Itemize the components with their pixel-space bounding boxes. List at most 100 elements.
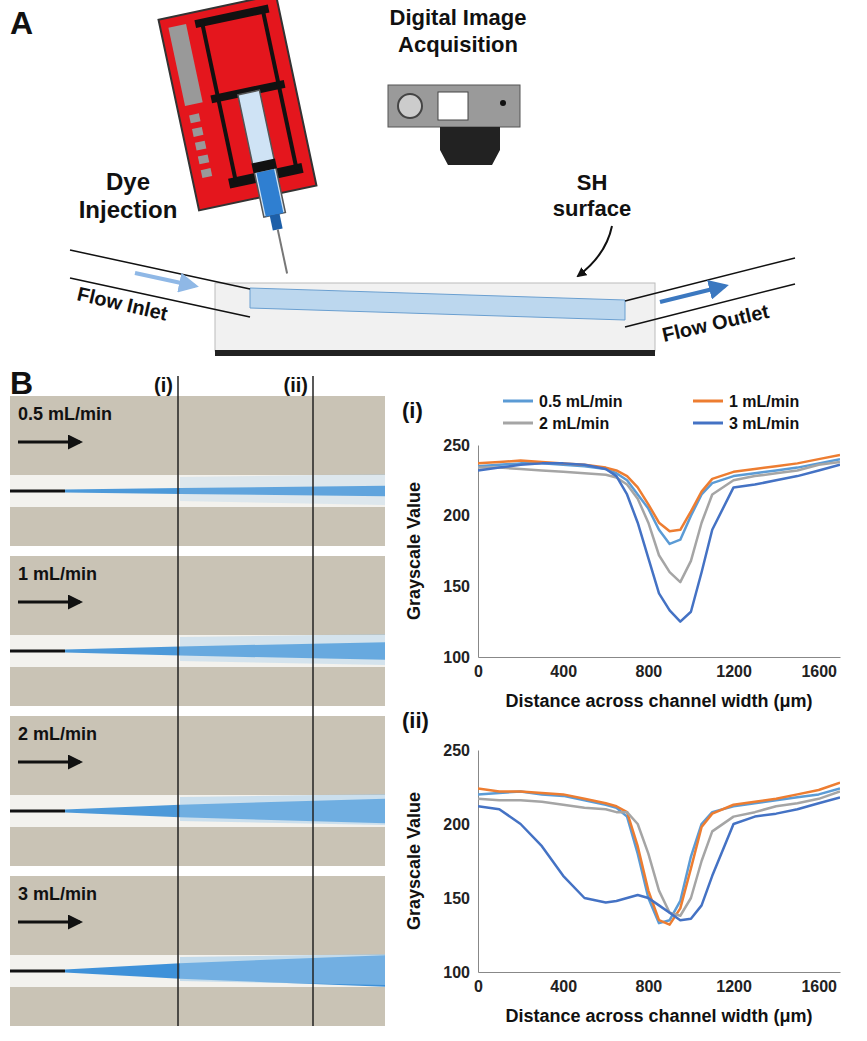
y-tick: 100 [443,649,478,666]
image-column-line [177,376,179,1026]
figure: ADyeInjectionDigital ImageAcquisitionFlo… [0,0,867,1041]
needle [278,229,287,273]
legend-label: 1 mL/min [729,393,799,410]
x-tick: 400 [550,972,577,995]
y-tick-label: 100 [443,649,470,666]
x-axis-title: Distance across channel width (μm) [505,1006,812,1026]
y-tick: 200 [443,507,478,524]
series-line [478,455,840,531]
image-dye-halo [180,634,385,665]
flow-rate-label: 3 mL/min [18,884,97,904]
series-line [478,791,840,915]
plot-lines [478,455,840,622]
image-channel [10,475,385,507]
outlet-arrow [660,286,725,302]
image-dye-halo [180,954,385,985]
camera-label-line: Digital Image [390,5,527,30]
x-tick: 400 [550,657,577,680]
x-axis: 040080012001600 [474,657,840,680]
outlet-tube [625,258,795,301]
x-axis-line [479,972,841,973]
x-tick-label: 400 [550,663,577,680]
plot-lines [478,783,840,925]
image-background [10,556,385,706]
pump-button [201,168,212,178]
device-base [215,350,655,356]
legend-item: 3 mL/min [693,415,799,432]
x-axis: 0 400 800 1200 1600 [474,972,840,995]
panel-b-images: B0.5 mL/min1 mL/min2 mL/min3 mL/min(i)(i… [10,365,385,1026]
flow-rate-label: 1 mL/min [18,564,97,584]
x-tick: 0 [474,972,483,995]
y-tick-label: 250 [443,437,470,454]
chart: 040080012001600100150200250(i)Distance a… [402,393,841,711]
image-dye-halo [180,794,385,825]
camera-window [438,92,468,120]
y-tick-label: 100 [443,964,470,981]
image-background [10,396,385,546]
image-needle [10,650,65,653]
series-line [478,783,840,925]
pump-rod [200,20,238,182]
image-needle [10,490,65,493]
chart-title: (i) [402,398,423,423]
legend-swatch [503,422,533,425]
image-needle [10,810,65,813]
x-tick: 0 [474,657,483,680]
legend-label: 2 mL/min [539,415,609,432]
x-tick: 1200 [716,657,752,680]
camera-flash [398,94,422,118]
x-tick-label: 1200 [716,663,752,680]
x-axis-line [479,657,841,658]
surface-pointer [578,226,612,276]
y-tick: 150 [443,578,478,595]
panel-letter: A [10,5,33,41]
flow-rate-label: 0.5 mL/min [18,404,112,424]
syringe-pump [159,0,334,289]
inlet-arrow [135,273,195,286]
surface-label-line: SH [577,170,608,195]
camera-dot [500,100,506,106]
flow-arrow [18,761,80,764]
x-tick: 1600 [801,972,837,995]
y-tick-label: 250 [443,742,470,759]
dye-injection-label-line: Dye [106,168,150,195]
legend: 0.5 mL/min1 mL/min2 mL/min3 mL/min [503,393,799,432]
x-tick: 1200 [716,972,752,995]
pump-button [195,141,206,151]
y-tick-label: 200 [443,507,470,524]
device-block [215,283,655,351]
dye-injection-label-line: Injection [79,196,178,223]
x-tick-label: 800 [636,663,663,680]
camera-label-line: Acquisition [398,32,518,57]
legend-label: 3 mL/min [729,415,799,432]
series-line [478,788,840,923]
flow-rate-label: 2 mL/min [18,724,97,744]
x-tick-label: 0 [474,663,483,680]
y-tick: 250 [443,742,478,759]
flow-arrow [18,441,80,444]
x-tick: 800 [636,972,663,995]
legend-item: 1 mL/min [693,393,799,410]
dye-injection-label: DyeInjection [79,168,178,223]
y-tick: 100 [443,964,478,981]
syringe-barrel [238,90,286,217]
syringe-tip [270,214,283,231]
pump-button [189,113,200,123]
pump-panel [168,24,202,106]
legend-swatch [503,400,533,403]
y-tick: 200 [443,816,478,833]
pump-body [159,0,317,210]
flow-arrow [18,601,80,604]
chart-title: (ii) [402,708,429,733]
y-tick: 150 [443,890,478,907]
image-channel [10,955,385,987]
chart: 0 400 800 1200 1600 100 150 200 250 (ii) Distance … [402,708,841,1026]
y-axis: 100 150 200 250 [443,742,478,981]
surface-label: SHsurface [553,170,631,221]
x-tick-label: 800 [636,978,663,995]
x-tick-label: 1600 [801,978,837,995]
panel-a: ADyeInjectionDigital ImageAcquisitionFlo… [10,0,795,356]
image-dye-halo [180,474,385,505]
flow-arrow [18,921,80,924]
